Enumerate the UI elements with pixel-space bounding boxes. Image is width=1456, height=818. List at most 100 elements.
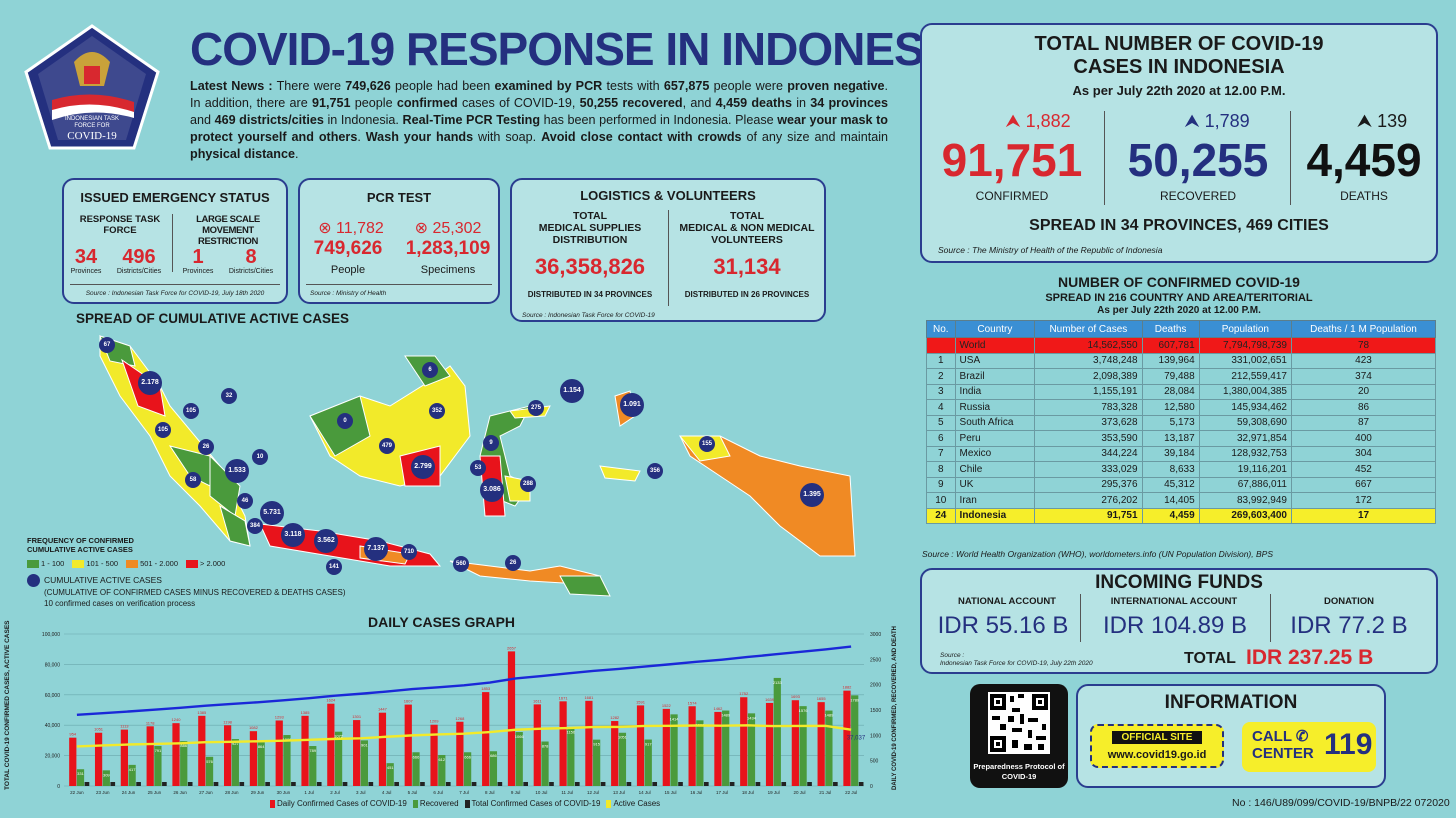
official-site-link[interactable]: OFFICIAL SITE www.covid19.go.id: [1090, 724, 1224, 768]
case-bubble: 53: [470, 460, 486, 476]
daily-confirmed-label: 1447: [378, 707, 388, 712]
deaths-increase: ⮝ 139: [1356, 111, 1408, 131]
table-cell: Chile: [954, 461, 1036, 478]
case-bubble: 9: [483, 435, 499, 451]
official-site-label: OFFICIAL SITE: [1112, 731, 1202, 744]
daily-confirmed-label: 1882: [843, 685, 853, 690]
case-bubble: 105: [155, 422, 171, 438]
death-bar: [445, 782, 451, 786]
recovered-bar: [76, 769, 85, 786]
death-bar: [187, 782, 193, 786]
case-bubble: 1.395: [800, 483, 824, 507]
qr-caption: Preparedness Protocol of COVID-19: [973, 762, 1065, 781]
medical-supplies-value: 36,358,826: [534, 254, 646, 279]
death-bar: [755, 782, 761, 786]
recovered-label: 309: [103, 772, 110, 777]
x-tick-label: 1 Jul: [304, 790, 314, 795]
up-arrow-icon: ⮝: [1184, 111, 1200, 131]
case-bubble: 1.533: [225, 459, 249, 483]
recovered-bar: [257, 742, 265, 786]
daily-confirmed-bar: [146, 726, 154, 786]
death-bar: [781, 782, 787, 786]
circle-legend-note2: 10 confirmed cases on verification proce…: [44, 599, 196, 608]
call-center-button[interactable]: CALL ✆ CENTER 119: [1242, 722, 1376, 772]
table-cell: 212,559,417: [1198, 368, 1293, 385]
daily-confirmed-bar: [275, 720, 283, 786]
daily-confirmed-label: 1385: [197, 710, 207, 715]
recovered-bar: [489, 751, 498, 786]
right-tick-label: 1500: [870, 708, 881, 714]
qr-code-icon: [988, 692, 1050, 754]
table-cell: India: [954, 383, 1036, 400]
daily-confirmed-label: 1462: [713, 706, 723, 711]
daily-confirmed-label: 954: [69, 732, 76, 737]
left-tick-label: 0: [57, 784, 60, 790]
table-cell: Iran: [954, 492, 1036, 509]
death-bar: [110, 782, 116, 786]
active-end-label: 37,037: [847, 736, 866, 742]
table-cell: 3,748,248: [1034, 352, 1143, 369]
case-bubble: 352: [429, 403, 445, 419]
table-cell: South Africa: [954, 414, 1036, 431]
up-arrow-icon: ⮝: [1356, 111, 1373, 131]
total-title: TOTAL NUMBER OF COVID-19 CASES IN INDONES…: [1034, 33, 1324, 78]
table-cell: 8,633: [1141, 461, 1200, 478]
right-tick-label: 500: [870, 759, 879, 765]
x-tick-label: 21 Jul: [819, 790, 831, 795]
daily-confirmed-bar: [94, 732, 103, 786]
lsmr-provinces-value: 1: [192, 246, 204, 268]
left-tick-label: 20,000: [45, 754, 61, 760]
deaths-value: 4,459: [1306, 134, 1422, 186]
table-cell: Peru: [954, 430, 1036, 447]
pcr-people-increase: ⊗ 11,782: [318, 220, 384, 237]
map-legend: 1 - 100 101 - 500 501 - 2.000 > 2.000: [27, 559, 225, 569]
case-bubble: 288: [520, 476, 536, 492]
x-tick-label: 4 Jul: [382, 790, 392, 795]
table-cell: 452: [1291, 461, 1436, 478]
case-bubble: 26: [198, 439, 214, 455]
totals-source: Source : The Ministry of Health of the R…: [938, 245, 1163, 255]
pcr-title: PCR TEST: [366, 190, 432, 205]
left-tick-label: 60,000: [45, 693, 61, 699]
qr-card[interactable]: Preparedness Protocol of COVID-19: [970, 684, 1068, 788]
daily-confirmed-bar: [611, 721, 619, 786]
table-cell: 4,459: [1141, 507, 1200, 524]
world-cases-table: No. Country Number of Cases Deaths Populatio…: [926, 320, 1436, 524]
table-cell: 19,116,201: [1198, 461, 1293, 478]
recovered-bar: [670, 714, 678, 786]
recovered-increase: ⮝ 1,789: [1184, 111, 1250, 131]
x-tick-label: 6 Jul: [433, 790, 443, 795]
recovered-bar: [102, 770, 110, 786]
x-tick-label: 19 Jul: [768, 790, 780, 795]
confirmed-label: CONFIRMED: [975, 189, 1049, 203]
daily-confirmed-bar: [688, 706, 696, 786]
table-row: 6 Peru 353,590 13,187 32,971,854 400: [926, 430, 1436, 447]
x-tick-label: 13 Jul: [613, 790, 625, 795]
daily-confirmed-label: 1209: [430, 719, 440, 724]
table-header: Number of Cases: [1034, 320, 1143, 338]
legend-active: Active Cases: [606, 799, 660, 808]
table-cell: 6: [926, 430, 956, 447]
case-bubble: 479: [379, 438, 395, 454]
daily-confirmed-label: 1240: [172, 717, 182, 722]
daily-confirmed-label: 1591: [636, 699, 646, 704]
daily-confirmed-label: 1574: [688, 700, 698, 705]
table-row: 4 Russia 783,328 12,580 145,934,462 86: [926, 399, 1436, 416]
table-cell: Brazil: [954, 368, 1036, 385]
case-bubble: 2.799: [411, 455, 435, 479]
daily-confirmed-bar: [301, 715, 309, 786]
recovered-bar: [825, 710, 833, 786]
case-bubble: 10: [252, 449, 268, 465]
table-cell: USA: [954, 352, 1036, 369]
medical-distribution: DISTRIBUTED IN 34 PROVINCES: [527, 290, 653, 299]
table-cell: 1,380,004,385: [1198, 383, 1293, 400]
recovered-label: 1576: [799, 708, 809, 713]
table-cell: 304: [1291, 445, 1436, 462]
recovered-label: 576: [206, 759, 213, 764]
recovered-bar: [154, 745, 162, 786]
recovered-label: 878: [542, 744, 549, 749]
recovered-label: 1489: [721, 713, 731, 718]
world-title: NUMBER OF CONFIRMED COVID-19: [1058, 274, 1300, 290]
table-cell: 79,488: [1141, 368, 1200, 385]
death-bar: [84, 782, 90, 786]
